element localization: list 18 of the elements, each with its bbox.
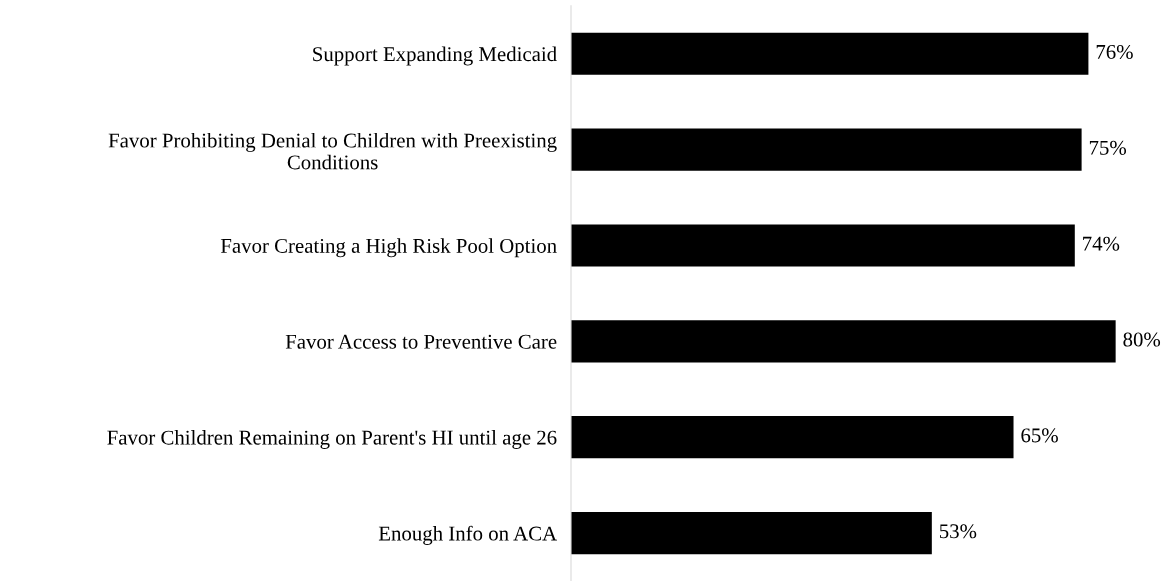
bar	[571, 224, 1075, 267]
data-label: 76%	[1096, 44, 1133, 60]
y-tick-label: Enough Info on ACA	[378, 525, 557, 545]
y-tick-label: Favor Prohibiting Denial to Children with Preexisting Conditions	[108, 132, 557, 170]
bar	[571, 32, 1089, 75]
y-tick-label: Support Expanding Medicaid	[313, 46, 557, 66]
data-label: 80%	[1123, 332, 1161, 347]
bar	[571, 416, 1014, 459]
y-tick-label: Favor Creating a High Risk Pool Option	[220, 238, 557, 258]
data-label: 74%	[1083, 236, 1120, 251]
bar	[571, 320, 1116, 363]
y-tick-label: Favor Access to Preventive Care	[285, 334, 557, 349]
data-label: 65%	[1021, 428, 1058, 443]
bar	[571, 511, 932, 555]
data-label: 53%	[939, 524, 977, 539]
y-tick-label: Favor Children Remaining on Parent's HI until age 26	[107, 429, 557, 449]
bar	[571, 128, 1082, 171]
data-label: 75%	[1089, 140, 1127, 155]
